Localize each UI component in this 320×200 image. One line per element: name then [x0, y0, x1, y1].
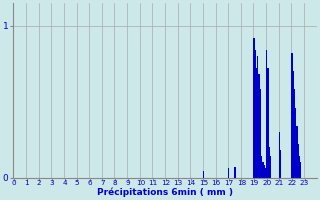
- X-axis label: Précipitations 6min ( mm ): Précipitations 6min ( mm ): [97, 188, 233, 197]
- Bar: [295, 108, 296, 178]
- Bar: [296, 126, 298, 178]
- Bar: [268, 147, 270, 178]
- Bar: [279, 132, 280, 178]
- Bar: [267, 68, 268, 178]
- Bar: [262, 162, 263, 178]
- Bar: [255, 50, 256, 178]
- Bar: [298, 144, 299, 178]
- Bar: [260, 89, 261, 178]
- Bar: [263, 165, 265, 178]
- Bar: [235, 167, 236, 178]
- Bar: [257, 56, 259, 178]
- Bar: [256, 68, 257, 178]
- Bar: [253, 38, 255, 178]
- Bar: [299, 156, 300, 178]
- Bar: [261, 156, 262, 178]
- Bar: [280, 150, 281, 178]
- Bar: [228, 168, 229, 178]
- Bar: [292, 71, 294, 178]
- Bar: [291, 53, 292, 178]
- Bar: [300, 162, 301, 178]
- Bar: [294, 89, 295, 178]
- Bar: [270, 156, 271, 178]
- Bar: [266, 50, 267, 178]
- Bar: [265, 168, 266, 178]
- Bar: [203, 171, 204, 178]
- Bar: [259, 74, 260, 178]
